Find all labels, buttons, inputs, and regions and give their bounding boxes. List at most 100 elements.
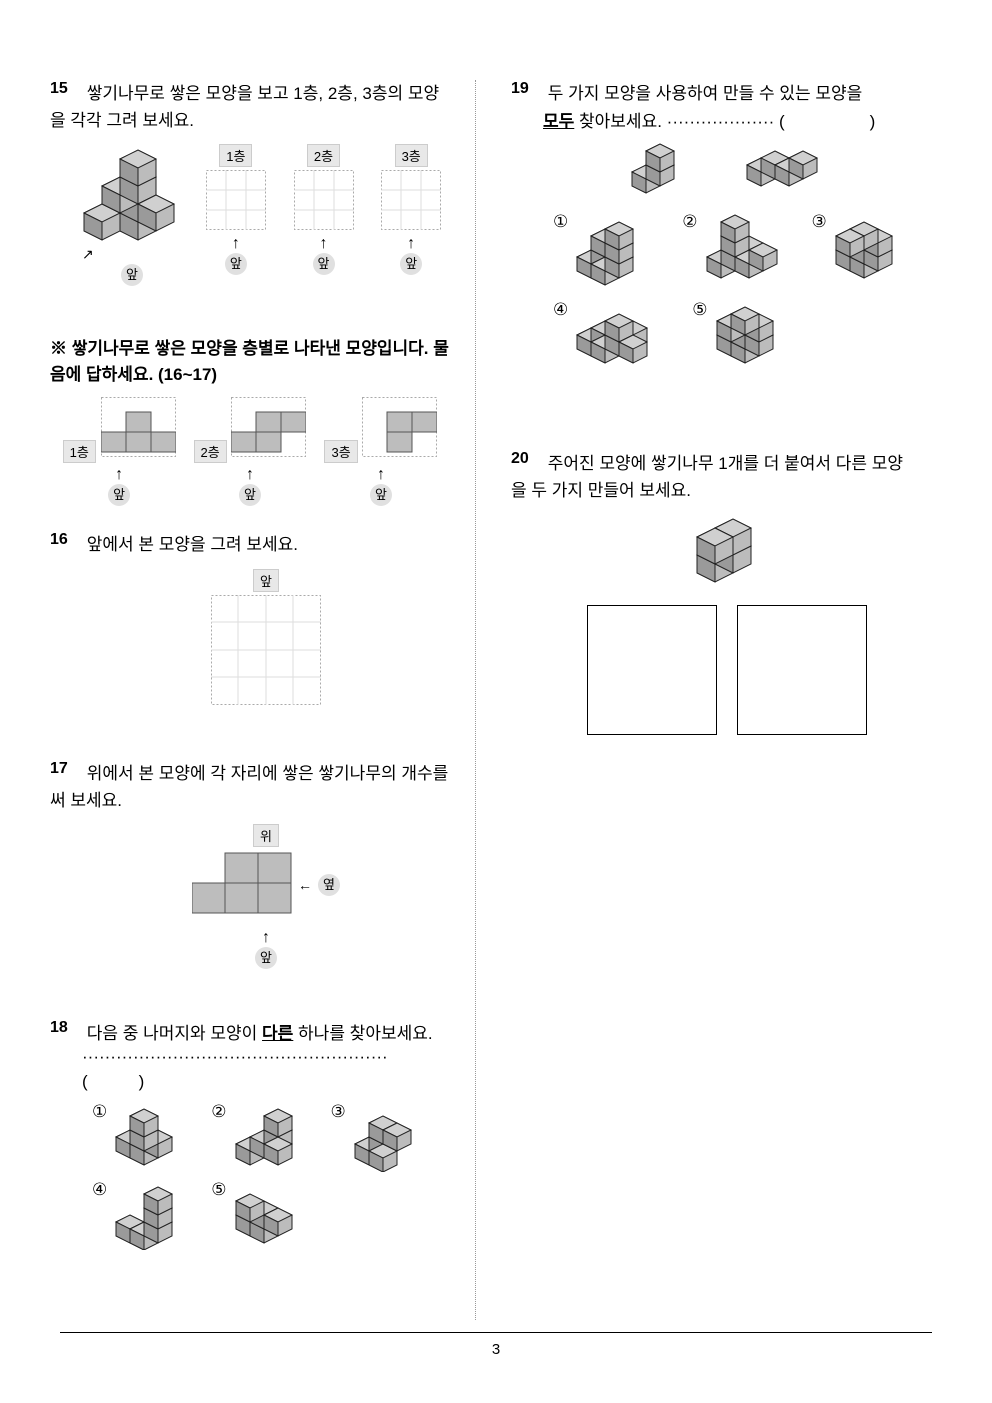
footer-rule [60, 1332, 932, 1333]
problem-text-a: 두 가지 모양을 사용하여 만들 수 있는 모양을 [548, 84, 863, 103]
floor-shapes: 1층 앞 2층 [50, 397, 450, 506]
option-1[interactable]: ① [553, 212, 652, 292]
problem-text: 주어진 모양에 쌓기나무 1개를 더 붙여서 다른 모양을 두 가지 만들어 보… [511, 454, 903, 500]
left-column: 15 쌓기나무로 쌓은 모양을 보고 1층, 2층, 3층의 모양을 각각 그려… [50, 80, 470, 1320]
problem-text: 쌓기나무로 쌓은 모양을 보고 1층, 2층, 3층의 모양을 각각 그려 보세… [50, 84, 439, 130]
front-label: 앞 [108, 484, 130, 506]
option-3[interactable]: ③ [812, 212, 911, 292]
cube-shape-15: ↗ 앞 [82, 144, 182, 286]
floor-2-label: 2층 [194, 440, 227, 463]
problem-number: 18 [50, 1019, 82, 1037]
shared-text: 쌓기나무로 쌓은 모양을 층별로 나타낸 모양입니다. 물음에 답하세요. (1… [50, 339, 449, 384]
cube-svg [82, 144, 182, 254]
option-5[interactable]: ⑤ [211, 1180, 300, 1250]
problem-18: 18 다음 중 나머지와 모양이 다른 하나를 찾아보세요. ·········… [50, 1019, 450, 1250]
cube-shape-19-2 [702, 212, 782, 292]
problem-17-figure: 위 ← 옆 앞 [82, 824, 450, 969]
cube-shape-19-4 [572, 300, 662, 370]
front-label: 앞 [253, 569, 279, 592]
page-number: 3 [0, 1341, 992, 1358]
problem-number: 20 [511, 450, 543, 468]
option-1[interactable]: ① [92, 1102, 181, 1172]
two-column-layout: 15 쌓기나무로 쌓은 모양을 보고 1층, 2층, 3층의 모양을 각각 그려… [50, 80, 942, 1320]
shared-stem-16-17: ※ 쌓기나무로 쌓은 모양을 층별로 나타낸 모양입니다. 물음에 답하세요. … [50, 336, 450, 506]
top-view-shape [192, 850, 292, 920]
opt-num-3: ③ [331, 1102, 346, 1122]
opt-num-1: ① [92, 1102, 107, 1122]
worksheet-page: 15 쌓기나무로 쌓은 모양을 보고 1층, 2층, 3층의 모양을 각각 그려… [0, 0, 992, 1403]
front-label: 앞 [255, 947, 277, 969]
option-2[interactable]: ② [682, 212, 781, 292]
problem-text-b: 모두 [543, 112, 574, 131]
problem-text-c: 하나를 찾아보세요. [293, 1024, 432, 1043]
problem-18-options: ① ② ③ ④ ⑤ [82, 1102, 450, 1250]
problem-15-figure: ↗ 앞 1층 앞 2층 앞 [82, 144, 450, 286]
problem-20-figure [543, 515, 911, 740]
problem-text-b: 다른 [262, 1024, 293, 1043]
floor-1-label: 1층 [63, 440, 96, 463]
option-4[interactable]: ④ [553, 300, 662, 370]
dots: ········································… [82, 1047, 388, 1091]
grid-3 [381, 170, 441, 230]
cube-shape-19-5 [712, 300, 802, 370]
problem-20: 20 주어진 모양에 쌓기나무 1개를 더 붙여서 다른 모양을 두 가지 만들… [511, 450, 911, 739]
opt-num-4: ④ [553, 300, 568, 320]
option-2[interactable]: ② [211, 1102, 300, 1172]
grid-2 [294, 170, 354, 230]
problem-text: 위에서 본 모양에 각 자리에 쌓은 쌓기나무의 개수를 써 보세요. [50, 764, 448, 810]
problem-19: 19 두 가지 모양을 사용하여 만들 수 있는 모양을 모두 찾아보세요. ·… [511, 80, 911, 370]
arrow-icon: ↗ [82, 246, 94, 262]
cube-shape-18-2 [231, 1102, 301, 1172]
problem-19-figure: ① ② ③ ④ ⑤ [543, 142, 911, 370]
opt-num-5: ⑤ [211, 1180, 226, 1200]
answer-box-2[interactable] [737, 605, 867, 735]
cube-shape-18-4 [111, 1180, 181, 1250]
problem-15: 15 쌓기나무로 쌓은 모양을 보고 1층, 2층, 3층의 모양을 각각 그려… [50, 80, 450, 286]
front-label: 앞 [400, 253, 422, 275]
problem-number: 19 [511, 80, 543, 98]
answer-blank-line: ········································… [82, 1047, 450, 1092]
arrow-left-icon: ← [298, 877, 312, 893]
floor-1-shape [101, 397, 176, 457]
opt-num-4: ④ [92, 1180, 107, 1200]
floor-3-label: 3층 [395, 144, 428, 167]
problem-17: 17 위에서 본 모양에 각 자리에 쌓은 쌓기나무의 개수를 써 보세요. 위… [50, 760, 450, 969]
problem-text: 앞에서 본 모양을 그려 보세요. [87, 535, 298, 554]
answer-box-1[interactable] [587, 605, 717, 735]
side-label: 옆 [318, 874, 340, 896]
front-label: 앞 [121, 264, 143, 286]
asterisk: ※ [50, 339, 67, 358]
right-column: 19 두 가지 모양을 사용하여 만들 수 있는 모양을 모두 찾아보세요. ·… [481, 80, 911, 1320]
cube-shape-19-3 [831, 212, 911, 292]
problem-16: 16 앞에서 본 모양을 그려 보세요. 앞 [50, 531, 450, 709]
front-label: 앞 [370, 484, 392, 506]
floor-2-label: 2층 [307, 144, 340, 167]
problem-text-a: 다음 중 나머지와 모양이 [87, 1024, 262, 1043]
opt-num-2: ② [682, 212, 697, 232]
option-4[interactable]: ④ [92, 1180, 181, 1250]
floor-2-shape [231, 397, 306, 457]
column-divider [475, 80, 476, 1320]
cube-shape-18-5 [231, 1180, 301, 1250]
problem-text-c: 찾아보세요. [574, 112, 662, 131]
top-label: 위 [253, 824, 279, 847]
problem-16-grid: 앞 [82, 569, 450, 710]
given-shape-a [622, 142, 702, 202]
front-label: 앞 [225, 253, 247, 275]
cube-shape-18-3 [350, 1102, 420, 1172]
problem-number: 15 [50, 80, 82, 98]
front-label: 앞 [239, 484, 261, 506]
floor-3-shape [362, 397, 437, 457]
problem-number: 16 [50, 531, 82, 549]
floor-1-label: 1층 [219, 144, 252, 167]
option-3[interactable]: ③ [331, 1102, 420, 1172]
front-label: 앞 [313, 253, 335, 275]
grid-1 [206, 170, 266, 230]
dots: ··················· ( ) [667, 112, 876, 131]
given-shape-b [742, 142, 832, 202]
opt-num-1: ① [553, 212, 568, 232]
opt-num-3: ③ [812, 212, 827, 232]
problem-number: 17 [50, 760, 82, 778]
option-5[interactable]: ⑤ [692, 300, 801, 370]
floor-grids: 1층 앞 2층 앞 3층 앞 [197, 144, 450, 275]
